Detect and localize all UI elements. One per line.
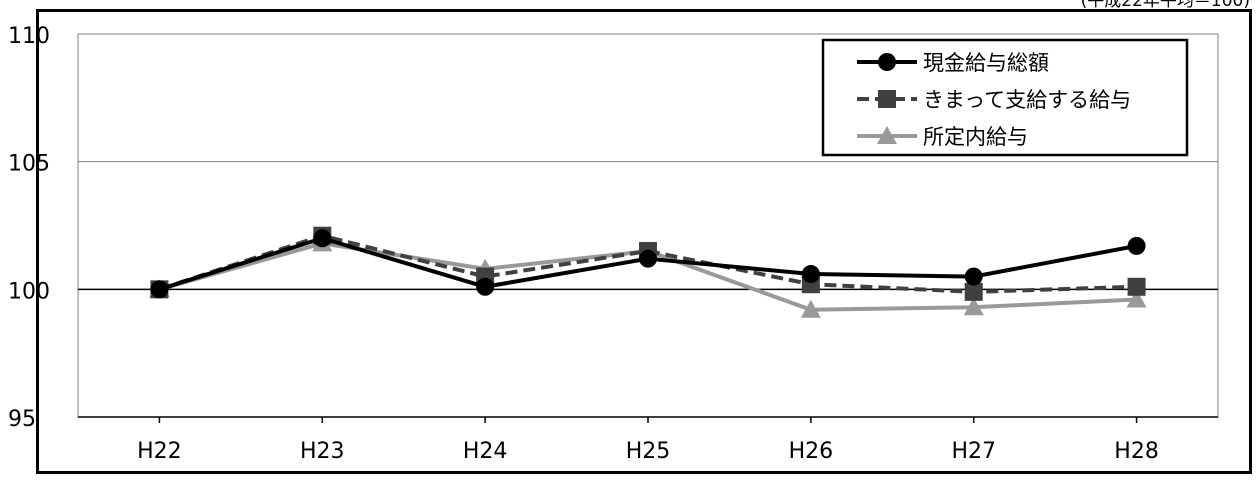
legend-marker [877,126,897,144]
x-tick-label: H23 [300,439,345,464]
unit-note: (平成22年平均＝100) [1081,0,1250,11]
data-point [1127,277,1146,296]
x-tick-label: H22 [137,439,182,464]
x-tick-label: H25 [626,439,671,464]
y-tick-label: 100 [8,279,50,304]
data-point [1126,289,1147,308]
chart-border [36,9,1252,474]
data-point [1127,236,1146,255]
y-tick-label: 105 [8,152,50,177]
x-tick-label: H24 [463,439,508,464]
x-tick-label: H28 [1114,439,1159,464]
y-tick-label: 95 [8,407,36,432]
legend-entry-3: 所定内給与 [857,125,1028,149]
legend-entry-1: 現金給与総額 [857,51,1049,75]
data-point [963,297,984,316]
y-tick-label: 110 [8,24,50,49]
legend-label: 現金給与総額 [923,51,1049,75]
data-point [964,282,983,301]
data-point [639,249,657,268]
x-tick-label: H26 [789,439,834,464]
data-point [964,267,983,286]
legend-label: きまって支給する給与 [923,88,1131,112]
legend-marker [878,90,896,108]
data-point [313,229,332,248]
series-layer [149,226,1147,318]
data-point [801,265,820,284]
series-1 [150,229,1146,299]
x-tick-label: H27 [951,439,996,464]
data-point [800,299,821,318]
legend-label: 所定内給与 [923,125,1028,149]
legend-entry-2: きまって支給する給与 [857,88,1131,112]
axis-layer: 95 100 105 110 H22 H23 H24 H25 H26 H27 H28 [8,24,1218,464]
data-point [150,280,169,299]
legend-marker [878,53,896,71]
data-point [476,277,495,296]
